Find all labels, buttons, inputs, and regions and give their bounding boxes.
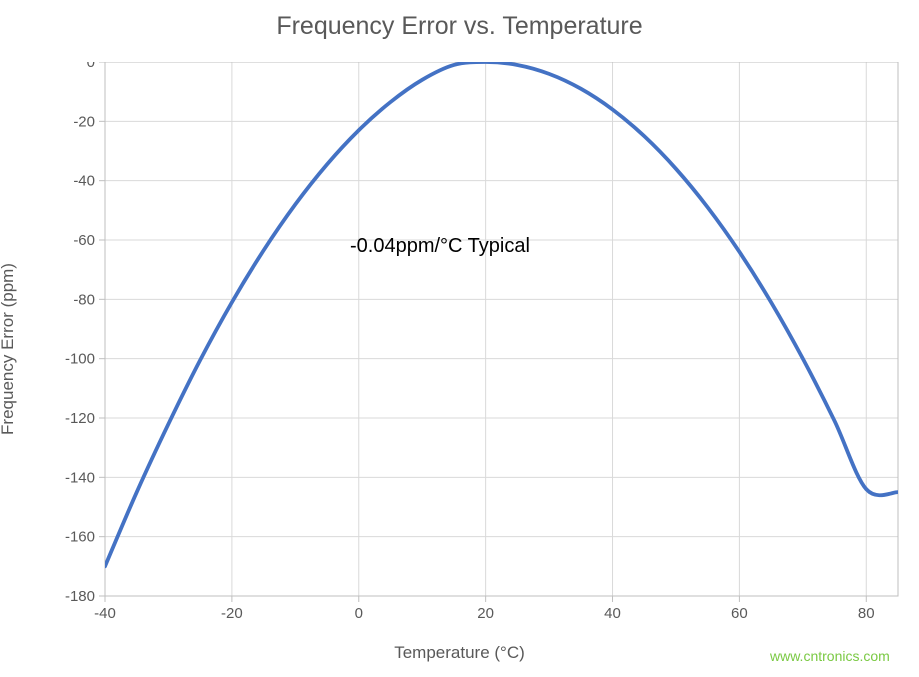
chart-annotation: -0.04ppm/°C Typical xyxy=(350,235,530,258)
svg-text:-40: -40 xyxy=(94,605,116,622)
chart-title: Frequency Error vs. Temperature xyxy=(0,12,919,41)
svg-text:0: 0 xyxy=(355,605,363,622)
svg-text:-100: -100 xyxy=(65,351,95,368)
svg-text:80: 80 xyxy=(858,605,875,622)
svg-text:-20: -20 xyxy=(221,605,243,622)
svg-text:-120: -120 xyxy=(65,410,95,427)
plot-area: -40 -20 0 20 40 60 80 0 -20 -40 -60 -80 -100 -120 -140… xyxy=(45,62,918,646)
svg-text:40: 40 xyxy=(604,605,621,622)
svg-text:-140: -140 xyxy=(65,469,95,486)
svg-text:-160: -160 xyxy=(65,529,95,546)
svg-text:-180: -180 xyxy=(65,588,95,605)
svg-text:20: 20 xyxy=(477,605,494,622)
data-line xyxy=(105,62,898,566)
watermark: www.cntronics.com xyxy=(770,648,890,664)
svg-text:-80: -80 xyxy=(73,291,95,308)
chart-container: Frequency Error vs. Temperature Frequenc… xyxy=(0,0,919,677)
svg-text:-60: -60 xyxy=(73,232,95,249)
svg-text:-40: -40 xyxy=(73,173,95,190)
svg-text:-20: -20 xyxy=(73,113,95,130)
svg-text:60: 60 xyxy=(731,605,748,622)
y-axis-label: Frequency Error (ppm) xyxy=(0,263,18,435)
svg-text:0: 0 xyxy=(87,62,95,71)
